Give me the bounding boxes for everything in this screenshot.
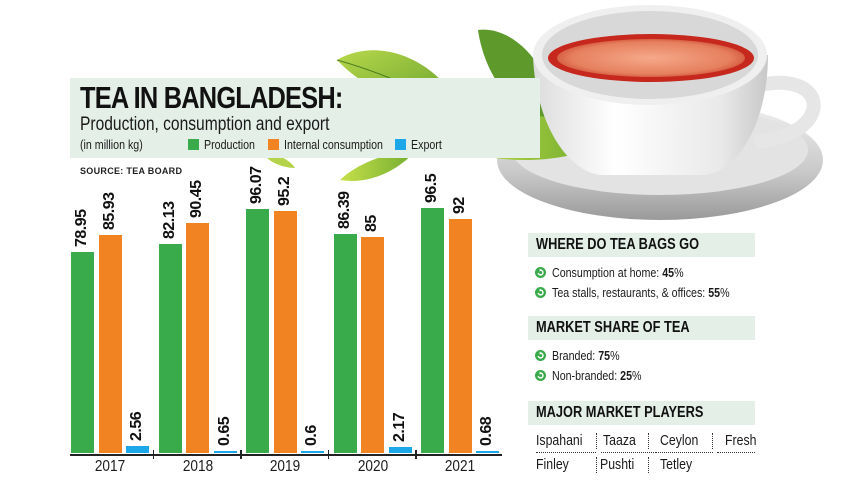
circular-arrow-icon — [535, 350, 546, 361]
x-axis — [70, 454, 502, 456]
bar-value-label: 92 — [450, 197, 468, 215]
player-fresh: Fresh — [725, 432, 757, 449]
bar-value-label: 2.17 — [390, 413, 408, 443]
player-tetley: Tetley — [660, 456, 693, 473]
legend-export: Export — [395, 137, 449, 152]
player-taaza: Taaza — [603, 432, 636, 449]
circular-arrow-icon — [535, 267, 546, 278]
bar-internal-consumption-2021 — [448, 219, 472, 453]
divider — [648, 457, 649, 473]
bar-production-2021 — [421, 207, 444, 453]
market-share-item-non-branded: Non-branded: 25% — [535, 368, 661, 383]
bar-value-label: 0.6 — [303, 425, 320, 446]
player-pushti: Pushti — [600, 456, 635, 473]
divider — [596, 457, 597, 473]
divider — [712, 433, 713, 449]
divider — [536, 452, 596, 453]
bar-value-label: 96.07 — [248, 166, 265, 204]
legend-internal-consumption: Internal consumption — [268, 137, 405, 152]
units-label: (in million kg) — [80, 137, 143, 152]
market-share-item-branded: Branded: 75% — [535, 348, 634, 363]
bar-internal-consumption-2018 — [186, 223, 209, 453]
divider — [656, 452, 713, 453]
circular-arrow-icon — [535, 287, 546, 298]
x-tick-label: 2017 — [94, 458, 126, 475]
x-tick-label: 2020 — [357, 458, 388, 475]
bar-value-label: 90.45 — [188, 180, 205, 219]
legend-swatch-consumption — [268, 139, 279, 150]
player-ceylon: Ceylon — [660, 432, 699, 449]
legend-swatch-export — [395, 139, 406, 150]
bar-export-2019 — [301, 451, 324, 453]
bar-value-label: 86.39 — [335, 191, 353, 229]
bar-internal-consumption-2019 — [273, 211, 297, 453]
x-tick-label: 2021 — [444, 458, 476, 475]
player-ispahani: Ispahani — [536, 432, 583, 449]
bar-export-2021 — [476, 451, 499, 453]
bar-value-label: 2.56 — [128, 412, 145, 442]
bar-export-2017 — [126, 446, 149, 453]
chart-subtitle: Production, consumption and export — [80, 114, 330, 135]
bar-value-label: 85 — [363, 215, 380, 233]
bar-internal-consumption-2017 — [98, 234, 122, 453]
divider — [648, 433, 649, 449]
player-finley: Finley — [536, 456, 569, 473]
bar-production-2017 — [71, 252, 94, 453]
source-label: SOURCE: TEA BOARD — [80, 166, 183, 176]
tea-bags-item-home: Consumption at home: 45% — [535, 265, 712, 280]
bar-export-2020 — [388, 447, 412, 453]
bar-production-2018 — [158, 244, 182, 453]
bar-value-label: 78.95 — [73, 209, 90, 248]
bar-value-label: 0.65 — [215, 416, 233, 446]
bar-internal-consumption-2020 — [361, 237, 384, 453]
tea-bags-item-stalls: Tea stalls, restaurants, & offices: 55% — [535, 285, 769, 300]
bar-value-label: 85.93 — [100, 192, 118, 230]
bar-production-2020 — [333, 233, 357, 453]
divider — [717, 452, 755, 453]
market-players-header: MAJOR MARKET PLAYERS — [528, 401, 755, 425]
bar-value-label: 95.2 — [275, 177, 293, 207]
tea-bags-header: WHERE DO TEA BAGS GO — [528, 233, 755, 257]
market-share-header: MARKET SHARE OF TEA — [528, 316, 755, 340]
bar-chart: 78.95 85.93 2.56 2017 82.13 90.45 0.65 2018 96.0… — [71, 166, 499, 475]
bar-value-label: 96.5 — [423, 173, 440, 203]
bar-production-2019 — [246, 208, 269, 453]
divider — [596, 433, 597, 449]
x-tick-label: 2019 — [269, 458, 301, 475]
legend-production: Production — [188, 137, 266, 152]
header-panel — [70, 78, 540, 158]
circular-arrow-icon — [535, 370, 546, 381]
chart-title: TEA IN BANGLADESH: — [80, 80, 343, 115]
bar-value-label: 0.68 — [478, 416, 495, 446]
divider — [601, 452, 656, 453]
bar-export-2018 — [213, 451, 237, 453]
x-tick-label: 2018 — [182, 458, 213, 475]
legend-swatch-production — [188, 139, 199, 150]
bar-value-label: 82.13 — [160, 201, 178, 240]
